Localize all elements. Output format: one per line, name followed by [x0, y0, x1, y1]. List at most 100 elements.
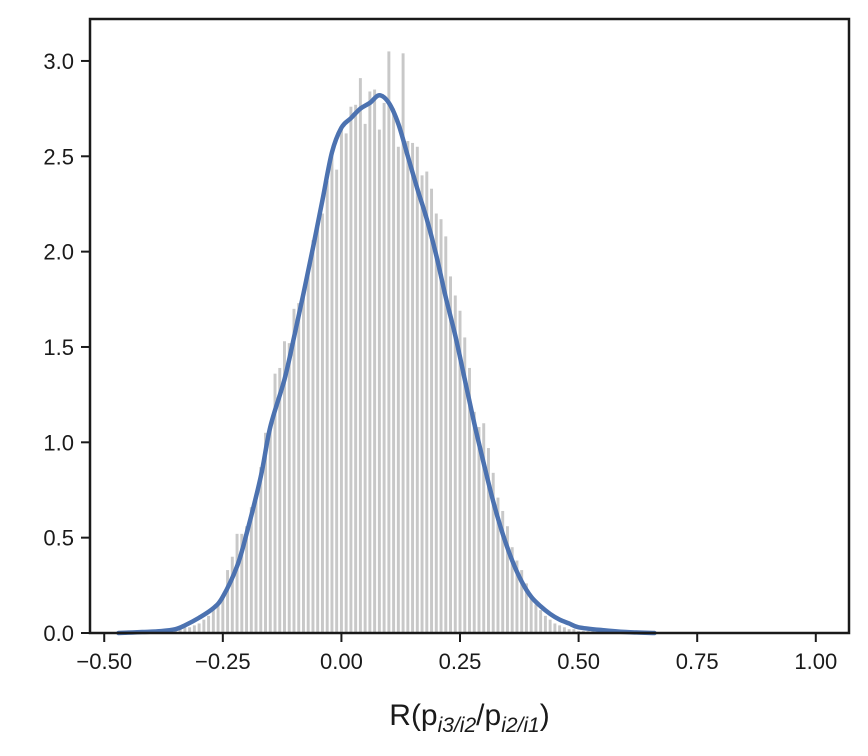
histogram-bar	[558, 625, 562, 633]
histogram-bar	[382, 102, 386, 633]
histogram-bar	[216, 604, 220, 633]
histogram-bar	[344, 133, 348, 633]
histogram-bar	[235, 533, 239, 633]
axes-frame	[88, 17, 851, 635]
histogram-bar	[297, 303, 301, 633]
histogram-bar	[283, 341, 286, 633]
histogram-bar	[306, 270, 310, 633]
y-tick-label: 3.0	[43, 49, 74, 74]
x-axis-label: R(pi3/i2/pi2/i1)	[389, 699, 549, 737]
x-tick-label: 0.25	[439, 649, 482, 674]
histogram-bar	[524, 583, 528, 633]
histogram-bar	[335, 169, 339, 633]
histogram-bar	[458, 310, 462, 633]
histogram-bar	[572, 629, 576, 633]
histogram-bar	[249, 507, 253, 633]
histogram-bar	[425, 171, 429, 634]
y-tick-label: 0.5	[43, 526, 74, 551]
y-tick-label: 2.0	[43, 240, 74, 265]
histogram-bar	[529, 594, 533, 633]
histogram-bar	[392, 108, 396, 634]
histogram-bar	[482, 423, 486, 633]
histogram-bar	[520, 570, 524, 633]
histogram-bar	[202, 619, 206, 633]
histogram-bar	[444, 236, 448, 633]
histogram-bar	[534, 604, 538, 633]
histogram-bar	[325, 181, 329, 633]
y-axis-ticks: 0.0 0.5 1.0 1.5 2.0 2.5 3.0	[43, 49, 90, 646]
histogram-bar	[477, 427, 481, 633]
histogram-bar	[553, 623, 557, 633]
histogram-bar	[320, 213, 324, 633]
histogram-bar	[567, 629, 571, 633]
histogram-bar	[368, 91, 372, 633]
histogram-bar	[491, 472, 495, 633]
histogram-bar	[354, 104, 358, 633]
histogram-bar	[349, 106, 353, 633]
histogram-bar	[226, 570, 230, 633]
histogram-bar	[197, 623, 201, 633]
histogram-bar	[505, 526, 509, 633]
histogram-bar	[330, 156, 334, 634]
histogram-bar	[178, 629, 182, 633]
histogram-bar	[396, 146, 400, 633]
histogram-bar	[273, 373, 277, 633]
histogram-bar	[230, 556, 234, 633]
x-tick-label: −0.25	[195, 649, 251, 674]
kde-curve	[116, 93, 657, 636]
histogram-bar	[278, 367, 282, 633]
histogram-bar	[453, 295, 457, 633]
y-tick-label: 0.0	[43, 621, 74, 646]
histogram-bar	[406, 141, 410, 634]
histogram-bar	[387, 51, 391, 634]
x-tick-label: 1.00	[794, 649, 837, 674]
x-axis-ticks: −0.50 −0.25 0.00 0.25 0.50 0.75 1.00	[76, 633, 837, 674]
histogram-bar	[292, 308, 296, 633]
histogram-bar	[401, 53, 405, 633]
histogram-bar	[487, 448, 490, 633]
histogram-bar	[287, 343, 291, 633]
x-axis-label-suffix: )	[540, 699, 550, 732]
histogram-bar	[373, 89, 377, 634]
histogram-bar	[183, 627, 187, 633]
histogram-bar	[539, 610, 543, 633]
histogram-bar	[472, 411, 476, 633]
histogram-bar	[434, 213, 438, 633]
histogram-bar	[510, 547, 514, 633]
histogram-bar	[302, 289, 305, 633]
histogram-bar	[430, 188, 434, 633]
histogram-bar	[358, 78, 362, 634]
histogram-bar	[254, 499, 258, 633]
histogram-bar	[449, 276, 452, 633]
histogram-bar	[496, 497, 500, 633]
x-axis-label-prefix: R(p	[389, 699, 437, 732]
histogram-bar	[316, 226, 320, 633]
histogram-bar	[311, 240, 315, 633]
histogram-bar	[211, 610, 215, 633]
histogram-bar	[259, 467, 263, 633]
histogram-bar	[268, 425, 272, 633]
y-tick-label: 1.5	[43, 335, 74, 360]
histogram-bar	[264, 432, 267, 633]
histogram-bar	[245, 526, 249, 633]
histogram-bar	[515, 560, 519, 633]
x-tick-label: −0.50	[76, 649, 132, 674]
x-axis-label-mid: /p	[476, 699, 501, 732]
histogram-bar	[192, 625, 196, 633]
y-tick-label: 2.5	[43, 144, 74, 169]
x-tick-label: 0.75	[676, 649, 719, 674]
histogram-bar	[463, 337, 467, 633]
histogram-bar	[411, 142, 415, 633]
histogram-bar	[439, 219, 443, 633]
histogram-bars	[135, 51, 609, 634]
histogram-bar	[562, 627, 566, 633]
histogram-bar	[363, 123, 367, 633]
histogram-bar	[240, 533, 244, 633]
histogram-bar	[548, 619, 552, 633]
histogram-bar	[207, 615, 211, 633]
x-axis-label-sub2: i2/i1	[501, 714, 540, 737]
x-tick-label: 0.50	[557, 649, 600, 674]
x-axis-label-sub1: i3/i2	[438, 714, 477, 737]
